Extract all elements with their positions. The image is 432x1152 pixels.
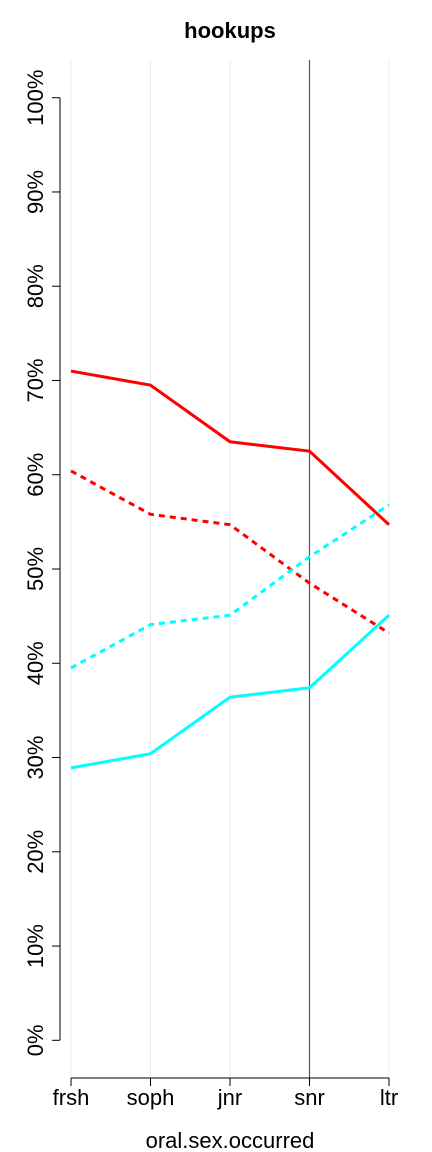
series-line: [70, 503, 390, 670]
y-tick-label: 70%: [23, 358, 48, 402]
y-tick-label: 80%: [23, 264, 48, 308]
x-axis-label: oral.sex.occurred: [146, 1128, 315, 1152]
y-tick-label: 50%: [23, 547, 48, 591]
x-tick-label: frsh: [53, 1085, 90, 1110]
y-tick-label: 10%: [23, 924, 48, 968]
y-tick-label: 100%: [23, 70, 48, 126]
y-tick-label: 40%: [23, 641, 48, 685]
x-tick-label: soph: [127, 1085, 175, 1110]
y-tick-label: 20%: [23, 830, 48, 874]
chart-title: hookups: [184, 18, 276, 43]
x-tick-label: snr: [294, 1085, 325, 1110]
x-tick-label: jnr: [217, 1085, 242, 1110]
y-tick-label: 30%: [23, 735, 48, 779]
series-line: [70, 469, 390, 635]
y-tick-label: 90%: [23, 170, 48, 214]
series-line: [70, 369, 391, 526]
x-tick-label: ltr: [380, 1085, 398, 1110]
y-tick-label: 0%: [23, 1024, 48, 1056]
series-line: [70, 614, 391, 770]
y-tick-label: 60%: [23, 453, 48, 497]
